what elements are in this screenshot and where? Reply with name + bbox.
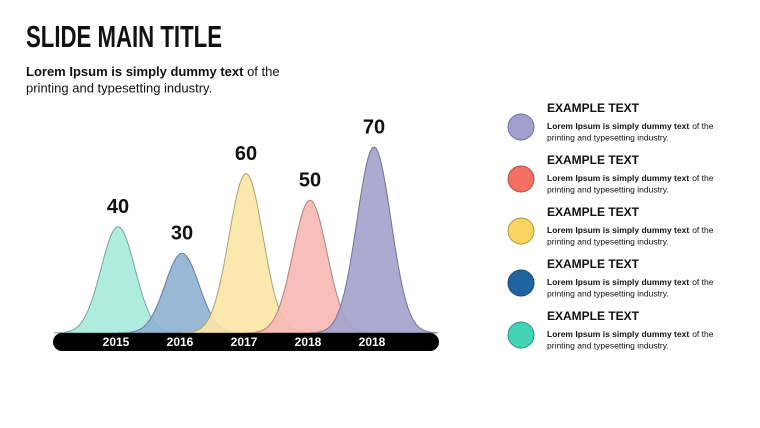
x-tick-label: 2016: [167, 335, 194, 349]
legend-marker: [507, 217, 535, 245]
subtitle-bold: Lorem Ipsum is simply dummy text: [26, 64, 244, 79]
value-label: 60: [235, 143, 257, 165]
legend-marker: [507, 321, 535, 349]
bell: [309, 146, 439, 334]
legend-text-rest: of the: [692, 173, 714, 183]
legend-text-rest: of the: [692, 121, 714, 131]
legend-text-bold: Lorem Ipsum is simply dummy text: [547, 121, 689, 131]
x-tick-label: 2017: [231, 335, 258, 349]
legend-title: EXAMPLE TEXT: [547, 309, 640, 323]
subtitle-text: of the: [247, 64, 280, 79]
x-tick-label: 2015: [103, 335, 130, 349]
legend-text: printing and typesetting industry.: [547, 340, 669, 350]
legend-text: printing and typesetting industry.: [547, 184, 669, 194]
axis-bar: [53, 333, 439, 351]
legend: EXAMPLE TEXT Lorem Ipsum is simply dummy …: [507, 101, 714, 350]
legend-marker: [507, 165, 535, 193]
legend-text-rest: of the: [692, 225, 714, 235]
legend-text-bold: Lorem Ipsum is simply dummy text: [547, 173, 689, 183]
legend-text: printing and typesetting industry.: [547, 288, 669, 298]
legend-title: EXAMPLE TEXT: [547, 153, 640, 167]
value-label: 30: [171, 223, 193, 245]
legend-marker: [507, 269, 535, 297]
subtitle: Lorem Ipsum is simply dummy text of the: [26, 64, 280, 79]
legend-text-rest: of the: [692, 277, 714, 287]
legend-text: Lorem Ipsum is simply dummy text of the: [547, 329, 714, 339]
legend-text-rest: of the: [692, 329, 714, 339]
legend-text: Lorem Ipsum is simply dummy text of the: [547, 277, 714, 287]
legend-text: printing and typesetting industry.: [547, 236, 669, 246]
legend-title: EXAMPLE TEXT: [547, 257, 640, 271]
x-tick-label: 2018: [359, 335, 386, 349]
legend-title: EXAMPLE TEXT: [547, 205, 640, 219]
legend-text-bold: Lorem Ipsum is simply dummy text: [547, 329, 689, 339]
legend-text: printing and typesetting industry.: [547, 132, 669, 142]
chart: 40 30 60 50 70 2015 2016 2017 2018 2018: [53, 116, 439, 351]
legend-title: EXAMPLE TEXT: [547, 101, 640, 115]
value-label: 40: [107, 196, 129, 218]
x-tick-label: 2018: [295, 335, 322, 349]
legend-text: Lorem Ipsum is simply dummy text of the: [547, 225, 714, 235]
legend-text-bold: Lorem Ipsum is simply dummy text: [547, 225, 689, 235]
subtitle-text: printing and typesetting industry.: [26, 80, 212, 95]
value-label: 70: [363, 116, 385, 138]
slide-title: SLIDE MAIN TITLE: [26, 19, 222, 54]
value-label: 50: [299, 169, 321, 191]
legend-marker: [507, 113, 535, 141]
legend-text-bold: Lorem Ipsum is simply dummy text: [547, 277, 689, 287]
legend-text: Lorem Ipsum is simply dummy text of the: [547, 121, 714, 131]
legend-text: Lorem Ipsum is simply dummy text of the: [547, 173, 714, 183]
